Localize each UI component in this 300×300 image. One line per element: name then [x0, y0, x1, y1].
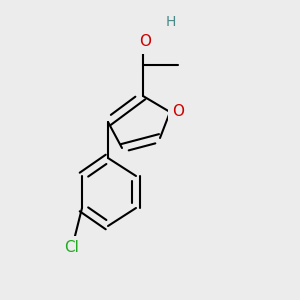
- Text: Cl: Cl: [64, 241, 80, 256]
- Text: O: O: [139, 34, 151, 50]
- Text: H: H: [166, 15, 176, 29]
- Text: O: O: [172, 104, 184, 119]
